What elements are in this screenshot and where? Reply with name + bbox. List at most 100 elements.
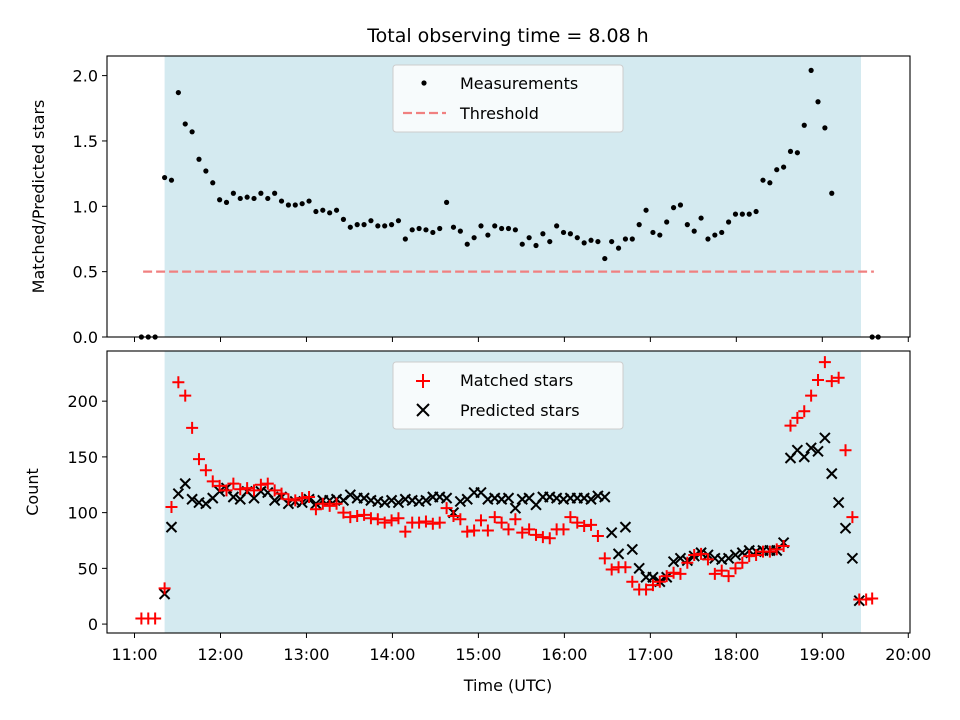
- predicted-star-marker: [674, 552, 687, 565]
- matched-star-marker: [598, 552, 611, 565]
- ratio-panel: 0.00.51.01.52.0 Matched/Predicted stars …: [29, 55, 911, 347]
- measurement-point: [230, 190, 236, 196]
- matched-star-marker: [268, 484, 281, 497]
- predicted-star-marker: [440, 492, 453, 504]
- matched-star-marker: [543, 532, 556, 545]
- measurement-point: [691, 228, 697, 234]
- matched-star-marker: [708, 567, 721, 580]
- measurement-point: [258, 190, 264, 196]
- predicted-star-marker: [839, 522, 852, 534]
- measurement-point: [787, 148, 794, 155]
- matched-star-marker: [495, 516, 508, 529]
- predicted-star-marker: [509, 502, 522, 514]
- measurement-point: [203, 168, 209, 174]
- measurement-point: [306, 198, 312, 204]
- measurement-point: [244, 194, 250, 200]
- predicted-star-marker: [819, 432, 831, 444]
- measurement-point: [409, 227, 415, 233]
- matched-star-marker: [399, 525, 412, 538]
- legend-marker-matched: [416, 374, 430, 388]
- measurement-point: [684, 222, 690, 228]
- predicted-star-marker: [502, 492, 515, 504]
- matched-star-marker: [564, 511, 577, 524]
- matched-star-marker: [536, 531, 549, 544]
- bottom-y-tick-label: 0: [88, 615, 98, 634]
- legend-marker-measurements: [421, 80, 427, 86]
- matched-star-marker: [695, 547, 708, 560]
- matched-star-marker: [275, 487, 288, 500]
- measurement-point: [354, 222, 360, 228]
- bottom-y-tick-label: 200: [67, 392, 98, 411]
- matched-star-marker: [220, 484, 233, 497]
- predicted-star-marker: [378, 496, 391, 509]
- measurement-point: [368, 218, 374, 224]
- matched-star-marker: [227, 477, 240, 490]
- matched-star-marker: [750, 548, 763, 561]
- measurement-point: [767, 180, 773, 186]
- bottom-x-tick-label: 20:00: [885, 645, 931, 664]
- matched-star-marker: [488, 511, 501, 524]
- predicted-star-marker: [647, 571, 659, 583]
- matched-star-marker: [791, 411, 804, 424]
- measurement-point: [278, 198, 285, 204]
- predicted-star-marker: [344, 489, 357, 501]
- chart-title: Total observing time = 8.08 h: [366, 25, 648, 47]
- predicted-star-marker: [268, 494, 281, 507]
- matched-star-marker: [866, 592, 879, 605]
- measurement-point: [237, 195, 243, 202]
- predicted-star-marker: [612, 548, 625, 560]
- measurement-point: [629, 236, 635, 242]
- measurement-point: [333, 207, 340, 213]
- measurement-point: [794, 150, 800, 156]
- measurement-point: [320, 207, 326, 213]
- bottom-axes-frame: [106, 350, 911, 634]
- matched-star-marker: [640, 583, 653, 596]
- measurement-point: [505, 225, 512, 232]
- bottom-x-tick-label: 15:00: [455, 645, 501, 664]
- matched-star-marker: [282, 493, 295, 506]
- matched-star-marker: [392, 512, 405, 525]
- measurement-point: [361, 222, 367, 228]
- measurement-point: [540, 231, 546, 237]
- matched-star-marker: [743, 550, 756, 563]
- matched-star-marker: [626, 575, 639, 588]
- matched-star-marker: [818, 356, 831, 369]
- measurement-point: [182, 121, 188, 127]
- measurement-point: [499, 225, 505, 232]
- matched-star-marker: [206, 475, 219, 488]
- legend-label-threshold: Threshold: [459, 104, 539, 123]
- bottom-y-axis-label: Count: [23, 468, 42, 516]
- bottom-x-tick-label: 11:00: [111, 645, 157, 664]
- measurement-point: [485, 232, 491, 238]
- predicted-star-marker: [812, 445, 824, 458]
- matched-star-marker: [234, 483, 247, 496]
- matched-star-marker: [179, 389, 192, 402]
- top-y-tick-label: 0.0: [73, 328, 98, 347]
- top-y-tick-label: 1.0: [73, 197, 98, 216]
- matched-star-marker: [688, 548, 701, 561]
- measurement-point: [588, 237, 594, 243]
- matched-star-marker: [296, 492, 309, 505]
- predicted-star-marker: [392, 496, 405, 509]
- matched-star-marker: [571, 516, 584, 529]
- measurement-point: [698, 215, 704, 221]
- measurement-point: [196, 156, 202, 162]
- matched-star-marker: [371, 513, 384, 526]
- matched-star-marker: [289, 494, 302, 507]
- bottom-x-tick-label: 17:00: [627, 645, 673, 664]
- top-y-ticks: 0.0 0.5 1.0 1.5 2.0: [73, 67, 107, 347]
- bottom-x-ticks: 11:00 12:00 13:00 14:00 15:00 16:00 17:00 18:00…: [111, 633, 931, 664]
- matched-star-marker: [722, 570, 735, 583]
- matched-star-marker: [337, 506, 350, 519]
- measurement-point: [808, 67, 814, 73]
- measurement-point: [519, 241, 525, 247]
- measurement-point: [547, 238, 553, 245]
- predicted-star-marker: [186, 493, 198, 505]
- bottom-x-tick-label: 14:00: [369, 645, 415, 664]
- measurement-point: [189, 129, 195, 135]
- measurement-point: [677, 202, 684, 208]
- matched-star-marker: [846, 511, 859, 524]
- measurement-point: [533, 242, 539, 249]
- matched-star-marker: [351, 509, 364, 522]
- matched-star-marker: [419, 515, 432, 528]
